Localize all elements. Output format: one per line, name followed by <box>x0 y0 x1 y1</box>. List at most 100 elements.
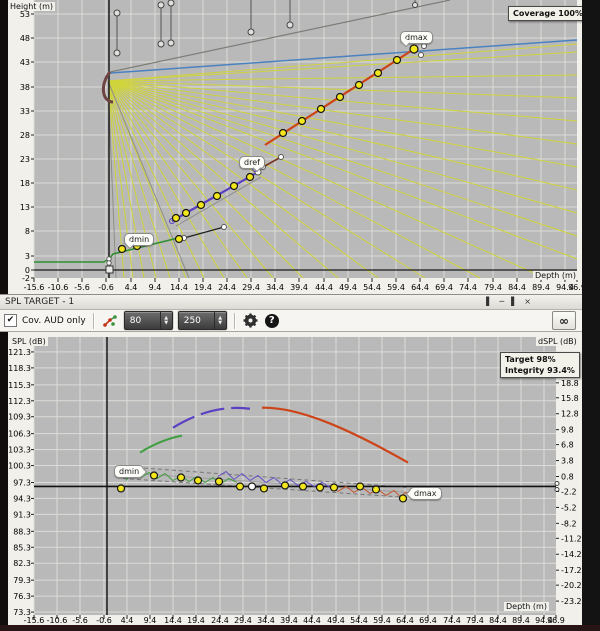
y-tick-label: -5.2 <box>561 503 577 512</box>
sample-point[interactable] <box>171 213 181 223</box>
sample-point[interactable] <box>212 191 222 201</box>
cov-aud-only-checkbox[interactable]: ✔ <box>4 314 17 327</box>
y-tick-label: 109.3 <box>8 413 31 422</box>
sample-point[interactable] <box>174 234 184 244</box>
sample-point[interactable] <box>278 128 288 138</box>
panel-title: SPL TARGET - 1 <box>5 297 75 307</box>
motor-hook <box>167 39 175 47</box>
x-tick-label: 9.4 <box>149 283 162 292</box>
y-tick-label: 103.3 <box>8 446 31 455</box>
y-tick-label: 18 <box>20 179 30 188</box>
spinner-stepper-icon[interactable]: ▲ ▼ <box>159 312 172 329</box>
x-tick-label: 14.4 <box>170 283 188 292</box>
help-button[interactable]: ? <box>264 313 279 328</box>
level-spinner-250[interactable]: 250 ▲ ▼ <box>177 311 227 330</box>
x-tick-label: -5.6 <box>74 283 90 292</box>
sample-point[interactable] <box>193 476 203 485</box>
sample-point[interactable] <box>176 473 186 482</box>
dmax-point[interactable] <box>409 44 419 54</box>
dspl-axis-label: dSPL (dB) <box>536 337 579 346</box>
depth-axis-label: Depth (m) <box>533 271 578 280</box>
sample-point[interactable] <box>371 485 381 494</box>
close-button[interactable]: × <box>524 297 531 306</box>
speaker-coverage-ray <box>107 80 274 279</box>
y-tick-label: 97.3 <box>13 478 31 487</box>
selected-sample-point[interactable] <box>247 482 257 491</box>
sample-point[interactable] <box>392 55 402 65</box>
x-tick-label: 4.4 <box>121 616 134 625</box>
y-tick-label: 121.3 <box>8 348 31 357</box>
link-panels-button[interactable]: ∞ <box>552 311 576 330</box>
minimize-button[interactable]: ─ <box>499 297 505 306</box>
y-tick-label: 112.3 <box>8 397 31 406</box>
sample-point[interactable] <box>245 172 255 182</box>
maximize-button[interactable]: ▌ <box>511 297 518 306</box>
section-chart-canvas[interactable]: -15.6 -10.6 -5.6 -0.6 4.4 9.4 14.4 19.4 24.4 29.4… <box>8 0 582 294</box>
arrow-up-icon[interactable]: ▲ <box>164 314 169 321</box>
sample-point[interactable] <box>196 200 206 210</box>
y-tick-label: 0 <box>25 266 30 275</box>
sample-point[interactable] <box>229 181 239 191</box>
speaker-coverage-ray <box>107 80 426 279</box>
pin-button[interactable]: ▌ <box>486 297 493 306</box>
spl-over-depth-chart: -15.6 -10.6 -5.6 -0.6 4.4 9.4 14.4 19.4 24.4 29.4… <box>8 332 582 625</box>
sample-point[interactable] <box>214 477 224 486</box>
x-tick-label: 49.4 <box>339 283 357 292</box>
dmax-marker-label[interactable]: dmax <box>400 31 433 44</box>
dmin-marker-label[interactable]: dmin <box>124 233 155 246</box>
sample-point[interactable] <box>316 104 326 114</box>
sample-point[interactable] <box>315 483 325 492</box>
right-panel-edge <box>582 0 600 631</box>
arrow-down-icon[interactable]: ▼ <box>164 319 169 326</box>
x-tick-label: 84.4 <box>489 616 507 625</box>
x-tick-label: 84.4 <box>508 283 526 292</box>
x-tick-label: 29.4 <box>234 616 252 625</box>
sample-point[interactable] <box>235 482 245 491</box>
sample-point[interactable] <box>335 92 345 102</box>
sample-point[interactable] <box>398 494 408 503</box>
dref-marker-label[interactable]: dref <box>239 156 265 169</box>
question-mark-icon: ? <box>268 315 275 326</box>
x-tick-label: 59.4 <box>387 283 405 292</box>
dmax-marker-label[interactable]: dmax <box>409 487 442 500</box>
settings-gear-button[interactable] <box>242 312 260 330</box>
x-tick-label: 14.4 <box>164 616 182 625</box>
sample-point[interactable] <box>149 471 159 480</box>
y-tick-label: -23.2 <box>561 597 582 606</box>
y-tick-label: 106.3 <box>8 430 31 439</box>
spl-axis-label: SPL (dB) <box>10 337 48 346</box>
sample-point[interactable] <box>298 482 308 491</box>
panel-title-bar[interactable]: SPL TARGET - 1 ▌ ─ ▌ × <box>0 294 582 310</box>
spl-chart-canvas[interactable]: -15.6 -10.6 -5.6 -0.6 4.4 9.4 14.4 19.4 24.4 29.4… <box>8 332 582 625</box>
sample-point[interactable] <box>259 484 269 493</box>
spl-curve-icon-button[interactable] <box>101 312 119 330</box>
sample-point[interactable] <box>354 80 364 90</box>
spinner-stepper-icon[interactable]: ▲ ▼ <box>213 312 226 329</box>
arrow-down-icon[interactable]: ▼ <box>218 319 223 326</box>
arrow-up-icon[interactable]: ▲ <box>218 314 223 321</box>
sample-point[interactable] <box>329 483 339 492</box>
x-tick-label: 24.4 <box>218 283 236 292</box>
y-tick-label: 13 <box>20 203 30 212</box>
plane-line <box>175 176 262 227</box>
sample-point[interactable] <box>280 481 290 490</box>
speaker-coverage-ray <box>107 80 546 279</box>
speaker-coverage-ray <box>107 80 578 237</box>
sample-point[interactable] <box>181 208 191 218</box>
sample-point[interactable] <box>117 244 127 254</box>
x-tick-label: 96.9 <box>568 283 582 292</box>
x-tick-label: 19.4 <box>187 616 205 625</box>
y-tick-label: 115.3 <box>8 381 31 390</box>
depth-axis-label: Depth (m) <box>504 602 549 611</box>
y-tick-label: 73.3 <box>13 608 31 617</box>
sample-point[interactable] <box>355 482 365 491</box>
sample-point[interactable] <box>116 484 126 493</box>
dmin-marker-label[interactable]: dmin <box>114 465 145 478</box>
plane-endpoint <box>278 154 284 160</box>
gap-segment <box>183 226 225 239</box>
x-tick-label: -10.6 <box>47 616 68 625</box>
level-spinner-80[interactable]: 80 ▲ ▼ <box>123 311 173 330</box>
sample-point[interactable] <box>373 68 383 78</box>
y-tick-label: 88.3 <box>13 527 31 536</box>
sample-point[interactable] <box>297 116 307 126</box>
